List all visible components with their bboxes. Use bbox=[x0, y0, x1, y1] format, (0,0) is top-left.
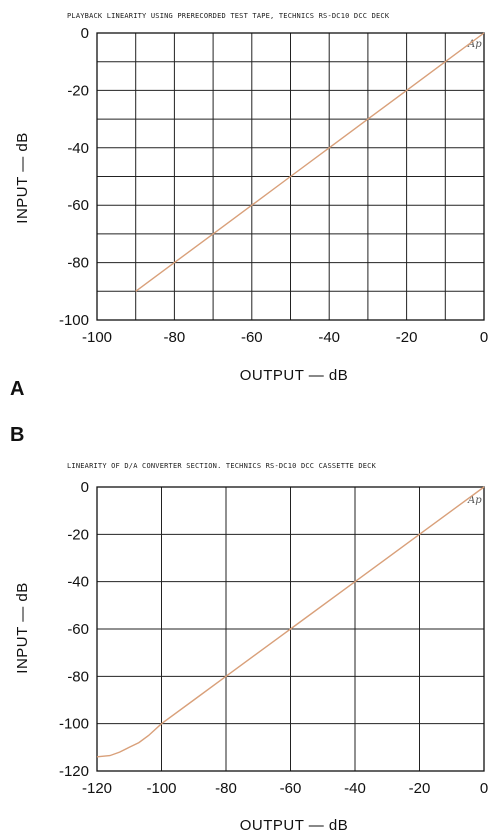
chart-b-x-tick-label: -60 bbox=[280, 780, 302, 797]
chart-b-y-tick-labels: 0 -20 -40 -60 -80 -100 -120 bbox=[59, 479, 89, 780]
panel-b-letter: B bbox=[10, 424, 24, 446]
chart-a-x-tick-labels: -100 -80 -60 -40 -20 0 bbox=[82, 329, 488, 346]
chart-b-x-tick-label: -80 bbox=[215, 780, 237, 797]
chart-a-x-tick-label: -40 bbox=[318, 329, 340, 346]
chart-b-y-axis-label: INPUT — dB bbox=[14, 582, 31, 673]
chart-b-x-axis-label: OUTPUT — dB bbox=[240, 817, 349, 834]
chart-b-y-tick-label: -80 bbox=[67, 668, 89, 685]
chart-a-y-tick-label: -100 bbox=[59, 312, 89, 329]
chart-b-x-tick-label: -100 bbox=[146, 780, 176, 797]
chart-b-x-tick-label: -40 bbox=[344, 780, 366, 797]
chart-a-x-tick-label: -60 bbox=[241, 329, 263, 346]
chart-b-y-tick-label: -40 bbox=[67, 574, 89, 591]
chart-a-y-tick-label: -80 bbox=[67, 255, 89, 272]
chart-a-x-axis-label: OUTPUT — dB bbox=[240, 367, 349, 384]
chart-a-y-tick-labels: 0 -20 -40 -60 -80 -100 bbox=[59, 25, 89, 329]
chart-b-ap-logo: Ap bbox=[467, 495, 482, 506]
chart-a-x-tick-label: -80 bbox=[164, 329, 186, 346]
chart-panel-b: B LINEARITY OF D/A CONVERTER SECTION. TE… bbox=[10, 424, 488, 834]
chart-a-series-line bbox=[135, 32, 485, 292]
chart-b-y-tick-label: -120 bbox=[59, 763, 89, 780]
chart-b-y-tick-label: -100 bbox=[59, 716, 89, 733]
chart-b-x-tick-labels: -120 -100 -80 -60 -40 -20 0 bbox=[82, 780, 488, 797]
chart-b-title: LINEARITY OF D/A CONVERTER SECTION. TECH… bbox=[67, 462, 377, 470]
chart-b-y-tick-label: -20 bbox=[67, 526, 89, 543]
chart-a-y-tick-label: 0 bbox=[81, 25, 89, 42]
chart-a-y-tick-label: -40 bbox=[67, 140, 89, 157]
chart-b-series-line bbox=[96, 486, 485, 758]
panel-a-letter: A bbox=[10, 378, 24, 400]
chart-b-x-tick-label: -20 bbox=[409, 780, 431, 797]
chart-a-y-axis-label: INPUT — dB bbox=[14, 132, 31, 223]
chart-a-x-tick-label: -20 bbox=[396, 329, 418, 346]
chart-a-plot-frame bbox=[96, 32, 485, 321]
chart-a-y-tick-label: -60 bbox=[67, 197, 89, 214]
chart-a-ap-logo: Ap bbox=[467, 39, 482, 50]
chart-a-x-tick-label: -100 bbox=[82, 329, 112, 346]
chart-b-x-tick-label: 0 bbox=[480, 780, 488, 797]
chart-panel-a: PLAYBACK LINEARITY USING PRERECORDED TES… bbox=[10, 12, 488, 400]
chart-b-plot-frame bbox=[96, 486, 485, 772]
chart-b-x-tick-label: -120 bbox=[82, 780, 112, 797]
chart-b-y-tick-label: -60 bbox=[67, 621, 89, 638]
chart-b-y-tick-label: 0 bbox=[81, 479, 89, 496]
chart-a-x-tick-label: 0 bbox=[480, 329, 488, 346]
chart-a-title: PLAYBACK LINEARITY USING PRERECORDED TES… bbox=[67, 12, 390, 20]
chart-a-y-tick-label: -20 bbox=[67, 82, 89, 99]
